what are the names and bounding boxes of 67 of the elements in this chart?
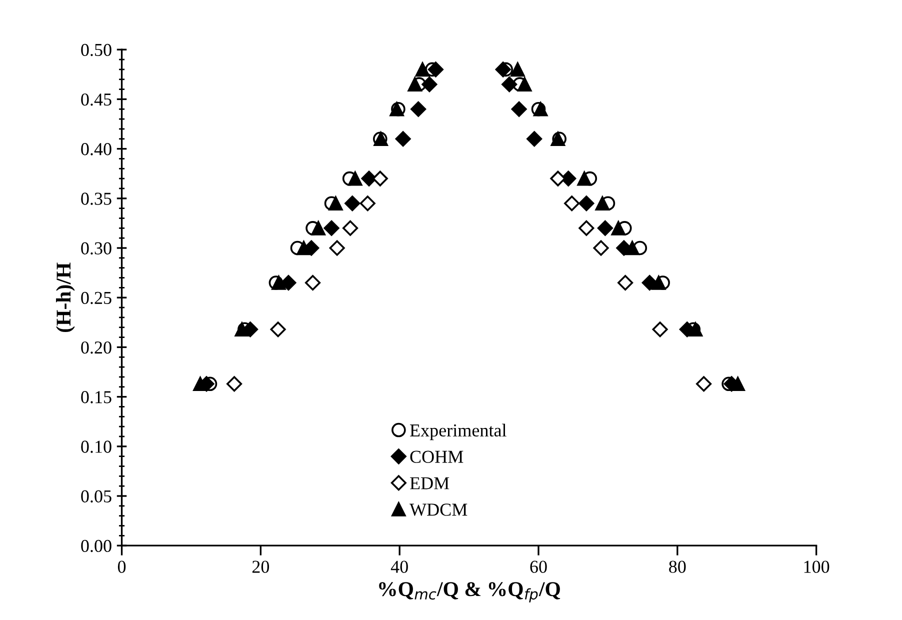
y-tick-label: 0.45 xyxy=(81,93,112,106)
point xyxy=(324,220,340,236)
point xyxy=(593,240,609,256)
y-tick-label: 0.00 xyxy=(81,540,112,552)
point xyxy=(502,76,518,92)
point xyxy=(342,220,358,236)
point xyxy=(311,221,326,236)
y-tick-label: 0.35 xyxy=(81,192,112,205)
y-tick-label: 0.40 xyxy=(81,143,112,156)
point xyxy=(578,220,594,236)
point xyxy=(408,77,422,92)
y-tick-label: 0.05 xyxy=(81,490,112,503)
point xyxy=(577,171,592,186)
point xyxy=(272,276,286,290)
y-tick-label: 0.25 xyxy=(81,292,112,304)
point xyxy=(234,322,250,336)
point xyxy=(304,274,321,290)
y-tick-label: 0.50 xyxy=(81,44,112,56)
legend-label: WDCM xyxy=(410,504,468,516)
y-tick-label: 0.20 xyxy=(81,341,112,354)
point xyxy=(193,376,208,392)
y-tick-label: 0.10 xyxy=(81,440,112,453)
point xyxy=(652,322,668,338)
point xyxy=(428,62,444,78)
point xyxy=(361,170,377,186)
point xyxy=(696,376,712,392)
point xyxy=(578,196,594,212)
point xyxy=(422,76,438,92)
point xyxy=(510,62,525,77)
point xyxy=(270,322,286,338)
y-tick-label: 0.15 xyxy=(81,391,112,404)
point xyxy=(329,240,345,256)
x-tick-label: 40 xyxy=(390,560,408,573)
x-axis-title: %Q$_{mc}$/Q & %Q$_{fp}$/Q xyxy=(379,582,560,602)
point xyxy=(642,274,658,290)
point xyxy=(611,221,626,236)
point xyxy=(328,196,343,211)
point xyxy=(618,274,634,290)
y-tick-label: 0.30 xyxy=(81,242,112,255)
point xyxy=(564,196,580,212)
x-tick-label: 60 xyxy=(530,560,547,573)
legend-label: EDM xyxy=(410,477,450,490)
x-tick-label: 20 xyxy=(252,560,270,573)
point xyxy=(517,77,532,92)
point xyxy=(226,376,242,392)
point xyxy=(595,196,610,211)
point xyxy=(344,196,360,212)
legend-label: COHM xyxy=(410,450,464,463)
point xyxy=(415,62,430,77)
point xyxy=(625,240,640,256)
legend-label: Experimental xyxy=(410,424,506,440)
x-tick-label: 100 xyxy=(804,560,830,573)
point xyxy=(597,220,613,236)
x-tick-label: 80 xyxy=(669,560,686,573)
point xyxy=(280,274,296,290)
point xyxy=(296,240,311,256)
point xyxy=(348,171,362,186)
point xyxy=(410,101,426,117)
point xyxy=(360,196,376,212)
x-tick-label: 0 xyxy=(118,560,126,573)
point xyxy=(651,276,666,290)
point xyxy=(526,131,542,147)
point xyxy=(495,62,511,78)
point xyxy=(395,131,411,147)
point xyxy=(730,376,745,392)
point xyxy=(511,101,527,117)
y-axis-title: (H-h)/H xyxy=(56,262,75,332)
